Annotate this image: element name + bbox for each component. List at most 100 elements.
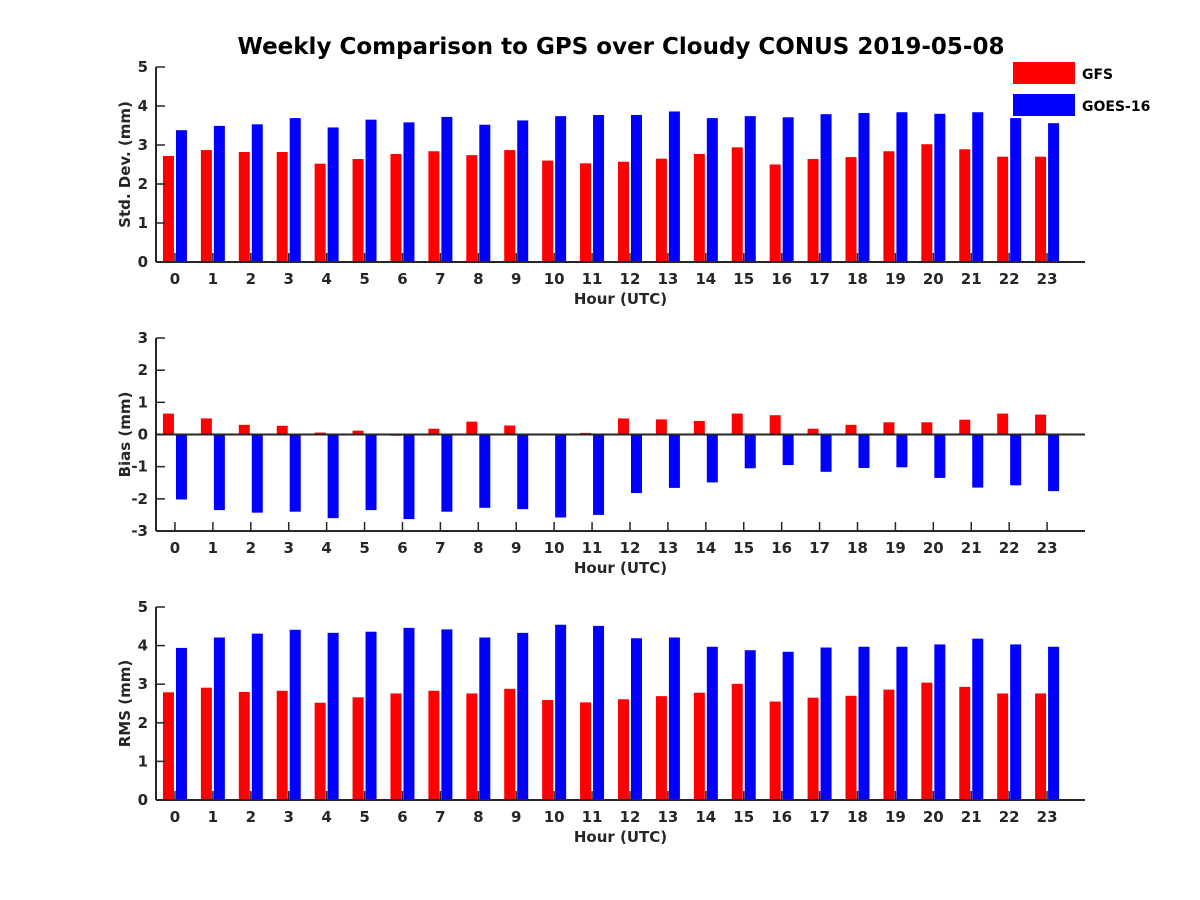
rms-x-tick-label: 19 [885,808,906,826]
bias-y-tick-label: -2 [131,490,148,508]
bias-bar-gfs-20 [921,422,933,435]
legend-swatch-goes16 [1013,94,1075,116]
bias-bar-goes16-2 [251,434,263,513]
rms-x-tick-label: 14 [695,808,716,826]
std-dev-x-tick-label: 6 [397,270,407,288]
std-dev-bar-goes16-17 [820,114,832,262]
rms-bar-goes16-1 [213,637,225,800]
std-dev-bar-goes16-13 [668,111,680,263]
rms-bar-gfs-10 [542,700,554,800]
bias-x-tick-label: 14 [695,539,716,557]
bias-x-tick-label: 8 [473,539,483,557]
bias-bar-gfs-18 [845,424,857,435]
rms-bar-goes16-21 [972,638,984,800]
std-dev-bar-goes16-8 [479,124,491,262]
rms-y-tick-label: 2 [138,714,148,732]
std-dev-bar-goes16-20 [934,113,946,262]
bias-bar-gfs-17 [807,428,819,435]
rms-bar-gfs-2 [238,691,250,800]
std-dev-bar-goes16-18 [858,113,870,263]
rms-bar-goes16-10 [555,624,567,800]
rms-x-tick-label: 10 [544,808,565,826]
std-dev-y-tick-label: 2 [138,175,148,193]
std-dev-bar-goes16-4 [327,127,339,262]
std-dev-bar-gfs-15 [731,147,743,262]
rms-bar-gfs-4 [314,702,326,800]
rms-bar-gfs-0 [162,692,174,800]
rms-y-axis-label: RMS (mm) [116,660,134,747]
bias-x-tick-label: 20 [923,539,944,557]
rms-y-tick-label: 3 [138,675,148,693]
std-dev-x-tick-label: 10 [544,270,565,288]
bias-bar-goes16-16 [782,434,794,466]
rms-bar-gfs-18 [845,695,857,800]
std-dev-bar-goes16-12 [630,114,642,262]
std-dev-x-tick-label: 22 [999,270,1020,288]
rms-bar-gfs-15 [731,683,743,800]
rms-x-tick-label: 5 [359,808,369,826]
chart-title: Weekly Comparison to GPS over Cloudy CON… [238,34,1005,60]
std-dev-x-tick-label: 9 [511,270,521,288]
std-dev-bar-gfs-20 [921,144,933,262]
std-dev-bar-goes16-7 [441,116,453,262]
rms-x-tick-label: 21 [961,808,982,826]
bias-bar-goes16-21 [972,434,984,488]
bias-y-tick-label: 2 [138,361,148,379]
std-dev-y-tick-label: 4 [138,97,148,115]
rms-bar-goes16-5 [365,631,377,800]
rms-x-tick-label: 8 [473,808,483,826]
std-dev-bar-goes16-15 [744,116,756,262]
rms-bar-gfs-22 [997,693,1009,800]
bias-bar-gfs-15 [731,413,743,435]
bias-bar-gfs-3 [276,425,288,435]
bias-x-tick-label: 23 [1037,539,1058,557]
std-dev-bar-goes16-16 [782,117,794,262]
rms-bar-goes16-4 [327,632,339,800]
rms-bar-gfs-6 [390,693,402,800]
bias-bar-goes16-12 [630,434,642,494]
std-dev-y-tick-label: 3 [138,136,148,154]
rms-bar-goes16-20 [934,644,946,800]
rms-x-tick-label: 2 [246,808,256,826]
rms-bar-gfs-17 [807,697,819,800]
bias-x-tick-label: 1 [208,539,218,557]
bias-y-tick-label: 0 [138,426,148,444]
std-dev-bar-goes16-9 [517,120,529,263]
rms-bar-gfs-7 [428,690,440,800]
std-dev-bar-goes16-1 [213,125,225,262]
std-dev-bar-goes16-3 [289,118,301,262]
bias-bar-gfs-9 [504,425,516,435]
legend: GFS GOES-16 [1013,62,1150,116]
std-dev-x-tick-label: 20 [923,270,944,288]
std-dev-bar-gfs-4 [314,163,326,262]
legend-label-gfs: GFS [1082,67,1113,83]
rms-bar-goes16-18 [858,646,870,800]
std-dev-bar-gfs-9 [504,150,516,262]
std-dev-y-tick-label: 0 [138,253,148,271]
bias-x-tick-label: 7 [435,539,445,557]
rms-bar-gfs-21 [959,686,971,800]
std-dev-bar-goes16-10 [555,116,567,262]
std-dev-x-tick-label: 3 [283,270,293,288]
bias-bar-goes16-8 [479,434,491,508]
rms-bar-gfs-8 [466,693,478,800]
rms-bar-gfs-14 [693,692,705,800]
rms-bar-goes16-22 [1010,644,1022,800]
rms-x-tick-label: 6 [397,808,407,826]
std-dev-x-tick-label: 15 [733,270,754,288]
rms-y-tick-label: 0 [138,791,148,809]
rms-bar-goes16-2 [251,633,263,800]
std-dev-bar-gfs-17 [807,159,819,262]
bias-x-tick-label: 10 [544,539,565,557]
std-dev-bar-gfs-14 [693,153,705,262]
bias-x-tick-label: 22 [999,539,1020,557]
bias-bar-gfs-14 [693,420,705,435]
std-dev-y-axis-label: Std. Dev. (mm) [116,101,134,228]
rms-y-tick-label: 1 [138,752,148,770]
bias-bar-gfs-16 [769,415,781,435]
std-dev-x-tick-label: 18 [847,270,868,288]
std-dev-bar-goes16-11 [593,114,605,262]
rms-bar-goes16-6 [403,627,415,800]
